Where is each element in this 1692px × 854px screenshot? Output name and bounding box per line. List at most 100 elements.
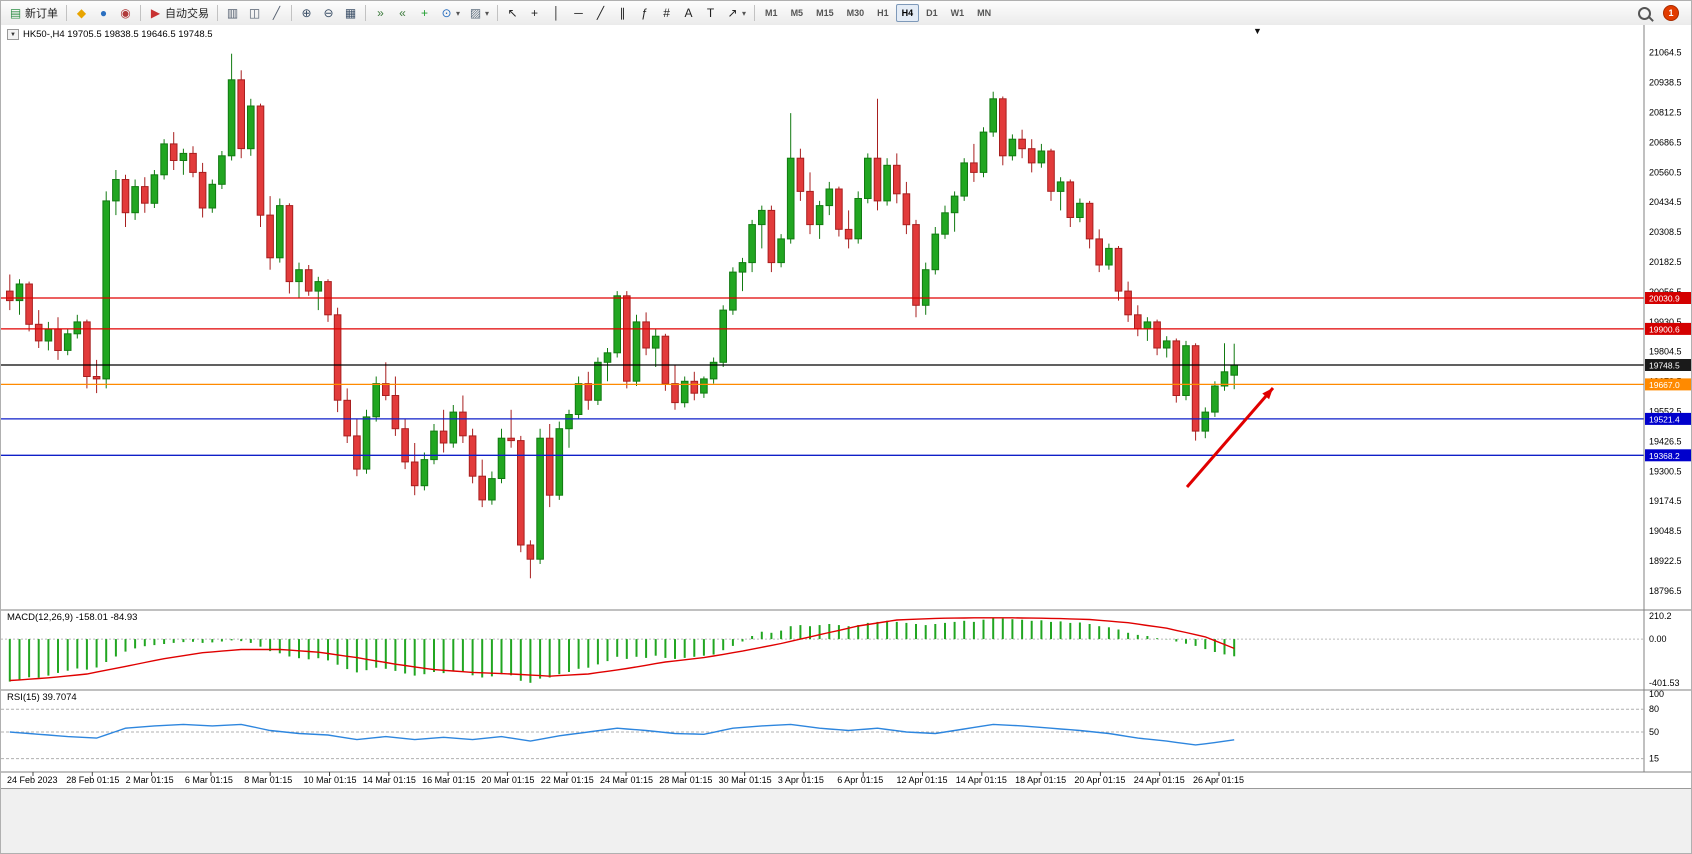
price-axis[interactable]: 21064.5 20938.5 20812.5 20686.5 20560.5 20434… <box>1645 48 1692 596</box>
chart-title-bar: ▼ HK50-,H4 19705.5 19838.5 19646.5 19748… <box>7 29 213 40</box>
timeframe-mn[interactable]: MN <box>971 4 997 22</box>
horizontal-level-lines[interactable] <box>1 297 1644 456</box>
fibonacci-button[interactable]: ƒ <box>634 3 655 23</box>
line-chart-button[interactable]: ╱ <box>266 3 287 23</box>
svg-text:20182.5: 20182.5 <box>1649 257 1682 267</box>
timeframe-h4[interactable]: H4 <box>895 4 920 22</box>
zoom-in-icon: ⊕ <box>301 6 312 20</box>
horizontal-line-button[interactable]: ─ <box>568 3 589 23</box>
new-chart-button[interactable]: + <box>414 3 435 23</box>
window-footer <box>1 788 1691 853</box>
timeframe-m30[interactable]: M30 <box>841 4 871 22</box>
svg-text:24 Feb 2023: 24 Feb 2023 <box>7 775 58 785</box>
community-button[interactable]: ◉ <box>115 3 136 23</box>
arrows-button[interactable]: ↗ ▾ <box>722 3 750 23</box>
svg-text:2 Mar 01:15: 2 Mar 01:15 <box>126 775 174 785</box>
tile-windows-button[interactable]: ▦ <box>340 3 361 23</box>
market-icon: ◆ <box>76 6 87 20</box>
chart-shift-button[interactable]: « <box>392 3 413 23</box>
toolbar-button-groups: ▤ 新订单 ◆ ● ◉ ▶ 自动交易 ▥ ◫ ╱ ⊕ ⊖ ▦» «+ ⊙ ▾ ▨ ▾ ↖ + │ ─ ╱ ∥ ƒ # A T ↗ ▾ M1 M… <box>5 3 1634 23</box>
svg-text:12 Apr 01:15: 12 Apr 01:15 <box>897 775 948 785</box>
quick-trade-caret-icon[interactable]: ▼ <box>1253 26 1262 36</box>
svg-text:50: 50 <box>1649 727 1659 737</box>
profile-button[interactable]: ● <box>93 3 114 23</box>
new-order-button[interactable]: ▤ 新订单 <box>5 3 62 23</box>
svg-text:8 Mar 01:15: 8 Mar 01:15 <box>244 775 292 785</box>
horizontal-line-icon: ─ <box>574 6 583 20</box>
cursor-icon: ↖ <box>507 6 518 20</box>
label-icon: T <box>706 6 715 20</box>
candlesticks[interactable] <box>6 53 1239 579</box>
cursor-button[interactable]: ↖ <box>502 3 523 23</box>
svg-text:3 Apr 01:15: 3 Apr 01:15 <box>778 775 824 785</box>
zoom-in-button[interactable]: ⊕ <box>296 3 317 23</box>
svg-text:20938.5: 20938.5 <box>1649 78 1682 88</box>
bar-chart-icon: ▥ <box>226 6 239 20</box>
svg-text:210.2: 210.2 <box>1649 611 1672 621</box>
price-badge <box>1645 378 1691 391</box>
svg-text:20 Mar 01:15: 20 Mar 01:15 <box>481 775 534 785</box>
candlestick-chart-button[interactable]: ◫ <box>244 3 265 23</box>
chart-menu-caret-icon[interactable]: ▼ <box>7 29 19 40</box>
price-badge <box>1645 292 1691 304</box>
svg-text:0.00: 0.00 <box>1649 634 1667 644</box>
svg-text:80: 80 <box>1649 704 1659 714</box>
svg-text:19521.4: 19521.4 <box>1649 414 1680 424</box>
new-chart-icon: + <box>420 6 428 20</box>
templates-button[interactable]: ▨ ▾ <box>465 3 493 23</box>
zoom-out-button[interactable]: ⊖ <box>318 3 339 23</box>
rsi-label: RSI(15) 39.7074 <box>7 692 77 703</box>
new-order-button-label: 新订单 <box>25 8 58 20</box>
macd-panel[interactable]: 210.2 0.00 -401.53 <box>1 611 1680 688</box>
bar-chart-button[interactable]: ▥ <box>222 3 243 23</box>
svg-text:20812.5: 20812.5 <box>1649 107 1682 117</box>
vertical-line-icon: │ <box>552 6 561 20</box>
profile-icon: ● <box>99 6 108 20</box>
timeframe-w1[interactable]: W1 <box>945 4 971 22</box>
auto-trading-button-label: 自动交易 <box>165 8 209 20</box>
svg-text:19748.5: 19748.5 <box>1649 361 1680 371</box>
market-button[interactable]: ◆ <box>71 3 92 23</box>
search-button[interactable] <box>1634 3 1655 23</box>
chart-title: HK50-,H4 19705.5 19838.5 19646.5 19748.5 <box>22 29 213 40</box>
auto-trading-button[interactable]: ▶ 自动交易 <box>145 3 213 23</box>
vertical-line-button[interactable]: │ <box>546 3 567 23</box>
timeframe-m5[interactable]: M5 <box>785 4 810 22</box>
trendline-icon: ╱ <box>596 6 605 20</box>
grid-icon: # <box>663 6 670 20</box>
svg-text:28 Feb 01:15: 28 Feb 01:15 <box>66 775 119 785</box>
toolbar-separator <box>365 5 366 21</box>
auto-scroll-button[interactable]: » <box>370 3 391 23</box>
time-axis[interactable]: 24 Feb 2023 28 Feb 01:15 2 Mar 01:15 6 Mar … <box>7 772 1244 785</box>
svg-text:18922.5: 18922.5 <box>1649 556 1682 566</box>
label-button[interactable]: T <box>700 3 721 23</box>
price-badge <box>1645 449 1691 462</box>
price-chart[interactable]: 21064.5 20938.5 20812.5 20686.5 20560.5 20434… <box>1 25 1692 788</box>
svg-text:19552.5: 19552.5 <box>1649 407 1682 417</box>
rsi-panel[interactable]: 100 80 50 15 <box>1 689 1664 764</box>
svg-text:6 Apr 01:15: 6 Apr 01:15 <box>837 775 883 785</box>
timeframe-m15[interactable]: M15 <box>810 4 840 22</box>
timeframe-m1[interactable]: M1 <box>759 4 784 22</box>
chart-window[interactable]: 21064.5 20938.5 20812.5 20686.5 20560.5 20434… <box>1 25 1692 788</box>
svg-text:20 Apr 01:15: 20 Apr 01:15 <box>1074 775 1125 785</box>
channel-icon: ∥ <box>619 6 626 20</box>
auto-trading-icon: ▶ <box>150 6 161 20</box>
timeframe-h1[interactable]: H1 <box>871 4 895 22</box>
channel-button[interactable]: ∥ <box>612 3 633 23</box>
toolbar-separator <box>754 5 756 21</box>
svg-text:20030.9: 20030.9 <box>1649 293 1680 303</box>
svg-text:19667.0: 19667.0 <box>1649 380 1680 390</box>
timeframe-d1[interactable]: D1 <box>920 4 944 22</box>
notifications-button[interactable]: 1 <box>1659 3 1683 23</box>
tile-windows-icon: ▦ <box>344 6 357 20</box>
trendline-button[interactable]: ╱ <box>590 3 611 23</box>
svg-text:19930.5: 19930.5 <box>1649 317 1682 327</box>
text-button[interactable]: A <box>678 3 699 23</box>
trend-arrow-annotation[interactable] <box>1185 387 1275 488</box>
clock-icon: ⊙ <box>441 6 452 20</box>
grid-button[interactable]: # <box>656 3 677 23</box>
text-icon: A <box>684 6 693 20</box>
crosshair-button[interactable]: + <box>524 3 545 23</box>
periods-button[interactable]: ⊙ ▾ <box>436 3 464 23</box>
